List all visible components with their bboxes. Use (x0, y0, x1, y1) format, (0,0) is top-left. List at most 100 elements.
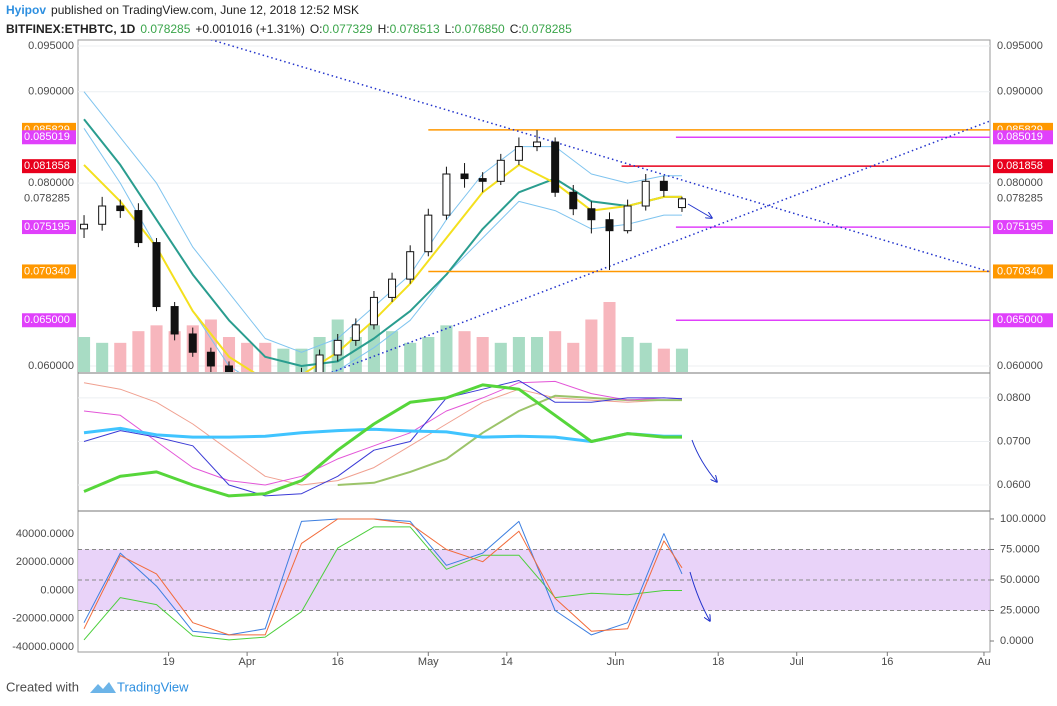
volume-bar (422, 337, 435, 372)
volume-bar (639, 342, 652, 372)
x-tick-label: 16 (881, 656, 893, 668)
candle-body (351, 324, 360, 341)
candle-body (388, 278, 397, 298)
level-badge (993, 191, 1053, 206)
x-tick-label: 18 (712, 656, 724, 668)
volume-bar (567, 342, 580, 372)
volume-bar (168, 331, 181, 372)
y-tick-label: 0.060000 (28, 360, 74, 372)
trendline (331, 120, 990, 372)
y-tick-label: 0.0000 (40, 584, 74, 596)
series-line (83, 118, 682, 367)
volume-bar (114, 342, 127, 372)
candle-body (623, 205, 632, 232)
x-tick-label: Apr (239, 656, 256, 668)
series-line (83, 526, 682, 641)
volume-bar (222, 337, 236, 372)
arrow-annotation (687, 203, 712, 218)
level-label: 0.075195 (997, 221, 1043, 233)
x-tick-label: 16 (332, 656, 344, 668)
level-label: 0.070340 (24, 265, 70, 277)
y-tick-label: 0.090000 (997, 86, 1043, 98)
y-tick-label: 0.095000 (997, 40, 1043, 52)
candle-body (478, 178, 487, 182)
candle-body (514, 146, 523, 161)
x-tick-label: Jun (607, 656, 625, 668)
volume-bar (530, 337, 544, 372)
volume-bar (386, 331, 399, 372)
candle-body (152, 242, 161, 308)
change: +0.001016 (+1.31%) (195, 22, 304, 36)
candle-body (424, 214, 433, 253)
candle-body (298, 373, 305, 393)
x-tick-label: May (418, 656, 439, 668)
volume-bar (458, 331, 471, 372)
y-tick-label: 0.080000 (28, 177, 74, 189)
y-tick-label: 40000.0000 (16, 528, 74, 540)
candle-body (460, 173, 469, 180)
candle-body (170, 306, 179, 335)
candle-body (677, 198, 686, 209)
volume-bar (512, 337, 525, 372)
level-label: 0.065000 (24, 314, 70, 326)
x-tick-label: Au (977, 656, 990, 668)
volume-bar (585, 319, 598, 372)
arrow-annotation (689, 571, 710, 621)
level-label: 0.078285 (997, 193, 1043, 205)
level-label: 0.085019 (997, 131, 1043, 143)
series-line (83, 380, 683, 497)
y-tick-label: 0.060000 (997, 360, 1043, 372)
footer-brand[interactable]: TradingView (117, 679, 189, 694)
y-tick-label: 0.095000 (28, 40, 74, 52)
volume-bar (494, 342, 507, 372)
candle-body (659, 180, 668, 191)
ohlc-value: 0.076850 (455, 22, 505, 36)
level-label: 0.078285 (24, 193, 70, 205)
y2-tick-label: 50.0000 (1000, 574, 1040, 586)
y2-tick-label: 100.0000 (1000, 513, 1046, 525)
volume-bar (549, 331, 562, 372)
volume-bar (150, 325, 163, 372)
level-badge (22, 159, 76, 174)
last-price: 0.078285 (140, 22, 190, 36)
candle-body (262, 392, 269, 401)
y-tick-label: 0.090000 (28, 86, 74, 98)
candle-body (244, 380, 251, 392)
candle-body (369, 296, 378, 326)
x-tick-label: 14 (501, 656, 513, 668)
candle-body (98, 205, 107, 225)
volume-bar (78, 337, 91, 372)
ohlc-value: 0.078285 (522, 22, 572, 36)
volume-bar (404, 342, 417, 372)
series-line (83, 382, 682, 486)
author[interactable]: Hyipov (6, 3, 46, 17)
level-label: 0.085019 (24, 131, 70, 143)
candle-body (641, 180, 650, 207)
series-line (83, 426, 682, 443)
volume-bar (96, 342, 109, 372)
level-badge (22, 313, 76, 328)
candle-body (605, 219, 614, 232)
brand-logo (90, 682, 116, 693)
series-line (83, 380, 683, 486)
header-line: Hyipov published on TradingView.com, June… (6, 3, 359, 17)
candle-body (206, 351, 215, 367)
arrow-annotation (691, 439, 717, 482)
candle-body (333, 339, 342, 356)
candle-body (569, 191, 578, 210)
series-line (337, 394, 682, 486)
candle-body (188, 333, 197, 353)
candle-body (134, 210, 143, 244)
trendline (210, 40, 990, 273)
candle-body (406, 251, 415, 280)
level-badge (22, 130, 76, 145)
volume-bar (349, 337, 362, 372)
candle-body (496, 159, 505, 182)
y-tick-label: -40000.0000 (12, 641, 74, 653)
candle-body (442, 173, 451, 216)
volume-bar (277, 348, 290, 372)
ohlc-label: O: (310, 22, 323, 36)
candle-body (533, 141, 542, 148)
series-line (83, 518, 683, 636)
